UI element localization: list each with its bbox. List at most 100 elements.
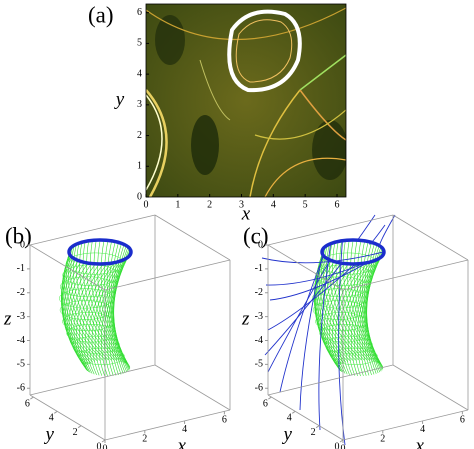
box-edge <box>104 259 231 291</box>
x-tick-label: 4 <box>271 199 276 210</box>
box-edge <box>342 259 469 291</box>
z-tick-label: -2 <box>17 287 25 298</box>
mesh-line <box>97 257 127 377</box>
box-edge <box>267 364 394 396</box>
x-tick-label: 0 <box>341 443 346 449</box>
mesh-line <box>100 256 128 377</box>
y-tick-label: 0 <box>137 191 142 202</box>
z-tick-label: -4 <box>17 335 25 346</box>
y-tick <box>339 439 344 443</box>
y-tick-label: 1 <box>137 161 142 172</box>
y-tick-label: 6 <box>263 398 268 409</box>
x-axis-label: x <box>241 203 251 224</box>
mesh-ring <box>315 312 367 332</box>
trajectory <box>356 214 376 242</box>
trajectory <box>261 251 384 264</box>
mesh-line <box>350 257 380 377</box>
x-tick-label: 4 <box>182 424 187 435</box>
mesh-line <box>335 261 365 374</box>
x-axis-label: x <box>415 435 425 449</box>
y-tick-label: 2 <box>73 427 78 438</box>
panel-label: (b) <box>5 223 32 248</box>
box-edge <box>29 244 106 291</box>
loop <box>67 238 133 266</box>
x-tick-label: 0 <box>103 443 108 449</box>
mesh-line <box>113 247 128 374</box>
mesh-ring <box>331 347 378 365</box>
mesh-line <box>314 257 345 364</box>
y-tick <box>268 396 272 400</box>
y-tick-label: 6 <box>137 7 142 18</box>
mesh-ring <box>59 288 114 309</box>
mesh-ring <box>59 276 116 298</box>
trajectory <box>267 259 331 373</box>
y-tick <box>101 439 106 443</box>
y-tick-label: 6 <box>25 398 30 409</box>
y-tick-label: 2 <box>311 427 316 438</box>
mesh-ring <box>324 335 373 354</box>
x-tick-label: 1 <box>175 199 180 210</box>
z-tick-label: -3 <box>17 311 25 322</box>
x-tick-label: 6 <box>222 415 227 426</box>
mesh-line <box>366 247 381 374</box>
y-tick <box>291 410 296 414</box>
trajectory <box>378 214 396 248</box>
mesh-line <box>110 250 131 376</box>
y-tick-label: 4 <box>137 68 142 79</box>
x-tick-label: 4 <box>420 424 425 435</box>
y-tick <box>53 410 58 414</box>
box-edge <box>267 244 344 291</box>
mesh-ring <box>66 324 116 343</box>
y-tick <box>30 396 34 400</box>
z-tick-label: -3 <box>255 311 263 322</box>
z-axis-label: z <box>241 308 250 329</box>
z-tick-label: -6 <box>255 383 263 394</box>
y-tick-label: 0 <box>335 441 340 449</box>
trajectory <box>299 249 325 411</box>
z-tick-label: -1 <box>255 263 263 274</box>
z-tick-label: -5 <box>17 359 25 370</box>
mesh-ring <box>65 252 125 275</box>
y-tick-label: 0 <box>97 441 102 449</box>
mesh-line <box>362 242 384 370</box>
trajectory <box>318 244 331 431</box>
mesh-line <box>341 260 372 375</box>
z-tick-label: -2 <box>255 287 263 298</box>
mesh-ring <box>318 252 378 275</box>
z-tick-label: -6 <box>17 383 25 394</box>
x-tick-label: 2 <box>207 199 212 210</box>
mesh-line <box>85 261 116 375</box>
box-edge <box>267 394 344 441</box>
y-tick-label: 5 <box>137 38 142 49</box>
mesh-ring <box>319 324 369 343</box>
y-tick <box>315 425 320 429</box>
trajectory <box>269 260 371 301</box>
box-edge <box>29 394 106 441</box>
mesh-line <box>61 257 92 364</box>
box-edge <box>29 364 156 396</box>
z-tick-label: -4 <box>255 335 263 346</box>
field-image <box>146 4 346 197</box>
loop <box>320 238 386 266</box>
plot-frame <box>145 3 347 198</box>
box-edge <box>154 214 231 261</box>
mesh-line <box>94 258 125 376</box>
mesh-line <box>353 256 381 377</box>
y-axis-label: y <box>44 424 55 445</box>
panel-label: (c) <box>243 223 269 248</box>
trajectory <box>267 262 357 331</box>
mesh-line <box>112 249 130 375</box>
y-axis-label: y <box>282 424 293 445</box>
x-tick-label: 5 <box>303 199 308 210</box>
box-edge <box>392 214 469 261</box>
box-edge <box>104 409 231 441</box>
box-edge <box>29 214 156 246</box>
trajectory <box>369 224 386 245</box>
mesh-line <box>82 261 112 374</box>
z-axis-label: z <box>3 308 12 329</box>
x-tick-label: 2 <box>380 434 385 445</box>
z-tick-label: -5 <box>255 359 263 370</box>
x-tick-label: 2 <box>142 434 147 445</box>
box-edge <box>267 214 394 246</box>
